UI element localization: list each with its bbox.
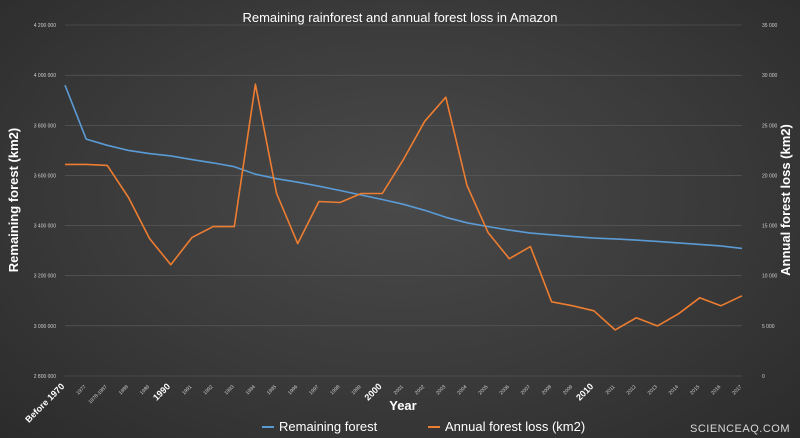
x-tick-label: 2012 <box>626 384 638 396</box>
x-tick-label: 1993 <box>224 384 236 396</box>
x-tick-label: 1989 <box>139 384 151 396</box>
x-tick-label: 1996 <box>287 384 299 396</box>
x-tick-label: 1998 <box>329 384 341 396</box>
x-tick-label: 2002 <box>414 384 426 396</box>
x-tick-label: 1988 <box>118 384 130 396</box>
chart-title: Remaining rainforest and annual forest l… <box>242 10 557 25</box>
left-tick-label: 2 800 000 <box>34 374 56 380</box>
series-line-remaining-forest <box>64 84 743 250</box>
x-tick-label: 1977 <box>75 384 87 396</box>
x-tick-label: 1997 <box>308 384 320 396</box>
x-tick-label: 2000 <box>363 381 384 402</box>
right-tick-label: 10 000 <box>762 274 778 280</box>
right-tick-label: 20 000 <box>762 173 778 179</box>
right-tick-label: 15 000 <box>762 224 778 230</box>
legend-label-annual-loss: Annual forest loss (km2) <box>445 419 585 434</box>
x-tick-label: 2004 <box>456 384 468 396</box>
left-axis-ticks: 2 800 000 3 000 000 3 200 000 3 400 000 3 60… <box>34 23 56 380</box>
right-axis-title: Annual forest loss (km2) <box>778 124 793 276</box>
right-axis-ticks: 0 5 000 10 000 15 000 20 000 25 000 30 000 35 0… <box>762 23 778 380</box>
x-tick-label: 2007 <box>520 384 532 396</box>
x-tick-label: 2014 <box>668 384 680 396</box>
x-axis-ticks: Before 1970 1977 1978-1987 1988 1989 1990 1991… <box>23 381 743 424</box>
x-tick-label: 1991 <box>181 384 193 396</box>
x-tick-label: 2013 <box>647 384 659 396</box>
x-tick-label: 1990 <box>151 381 172 402</box>
x-tick-label: 1994 <box>245 384 257 396</box>
x-tick-label: 2009 <box>562 384 574 396</box>
x-tick-label: 2016 <box>710 384 722 396</box>
series-layer <box>64 83 743 331</box>
legend: Remaining forest Annual forest loss (km2… <box>262 419 585 434</box>
left-tick-label: 3 000 000 <box>34 324 56 330</box>
x-tick-label: 2010 <box>574 381 595 402</box>
x-tick-label: Before 1970 <box>23 381 66 424</box>
x-tick-label: 1999 <box>350 384 362 396</box>
right-tick-label: 35 000 <box>762 23 778 29</box>
left-tick-label: 4 200 000 <box>34 23 56 29</box>
x-tick-label: 2008 <box>541 384 553 396</box>
left-tick-label: 3 800 000 <box>34 123 56 129</box>
gridlines <box>65 24 742 377</box>
x-tick-label: 2006 <box>499 384 511 396</box>
x-tick-label: 2011 <box>605 384 617 396</box>
left-tick-label: 3 200 000 <box>34 274 56 280</box>
left-axis-title: Remaining forest (km2) <box>6 128 21 272</box>
x-tick-label: 1995 <box>266 384 278 396</box>
x-tick-label: 2015 <box>689 384 701 396</box>
right-tick-label: 5 000 <box>762 324 775 330</box>
legend-label-remaining-forest: Remaining forest <box>279 419 378 434</box>
x-tick-label: 2001 <box>393 384 405 396</box>
series-line-annual-loss <box>65 83 743 331</box>
left-tick-label: 3 600 000 <box>34 173 56 179</box>
right-tick-label: 0 <box>762 374 765 380</box>
left-tick-label: 4 000 000 <box>34 73 56 79</box>
source-watermark: SCIENCEAQ.COM <box>690 423 790 435</box>
right-tick-label: 25 000 <box>762 123 778 129</box>
x-tick-label: 2005 <box>477 384 489 396</box>
x-tick-label: 1992 <box>202 384 214 396</box>
x-tick-label: 1978-1987 <box>88 384 109 405</box>
x-tick-label: 2003 <box>435 384 447 396</box>
left-tick-label: 3 400 000 <box>34 224 56 230</box>
x-axis-title: Year <box>389 398 416 413</box>
x-tick-label: 2017 <box>731 384 743 396</box>
right-tick-label: 30 000 <box>762 73 778 79</box>
